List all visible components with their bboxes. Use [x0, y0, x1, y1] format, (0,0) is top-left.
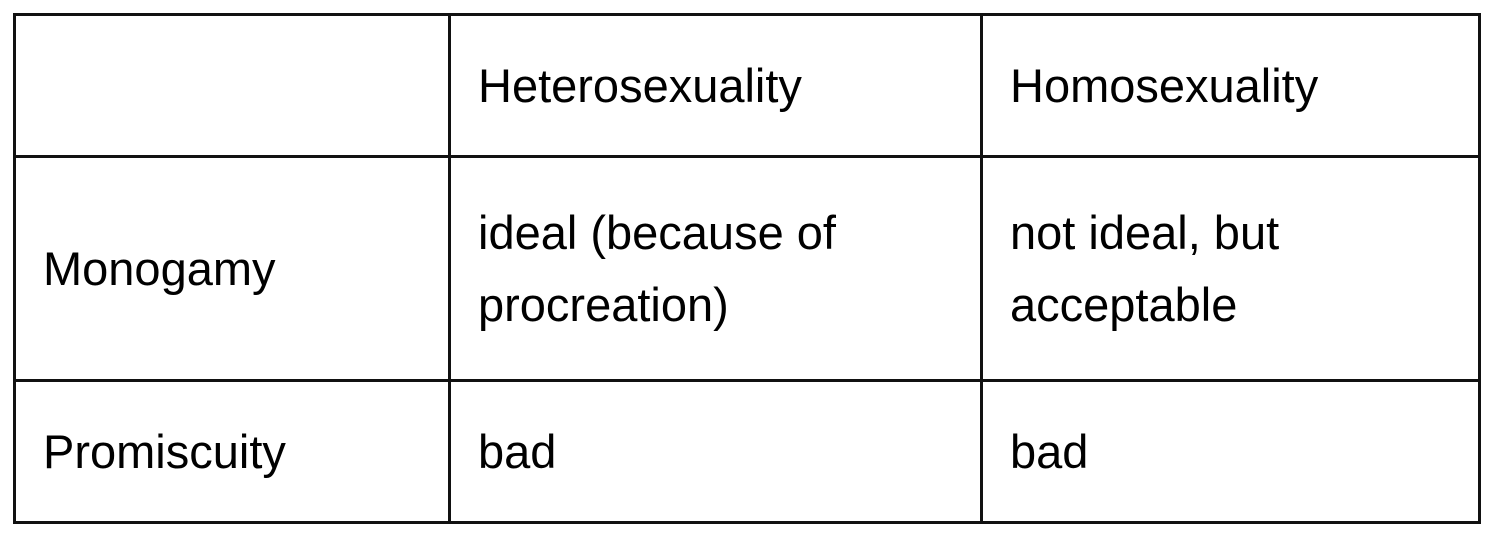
table-cell: not ideal, but acceptable [980, 155, 1481, 382]
comparison-table: Heterosexuality Homosexuality Monogamy idea… [13, 13, 1481, 524]
table-row: Promiscuity bad bad [13, 379, 1481, 524]
corner-cell [13, 13, 451, 158]
column-header: Heterosexuality [448, 13, 983, 158]
table-cell: bad [448, 379, 983, 524]
header-row: Heterosexuality Homosexuality [13, 13, 1481, 158]
row-header: Promiscuity [13, 379, 451, 524]
column-header: Homosexuality [980, 13, 1481, 158]
table-cell: bad [980, 379, 1481, 524]
table-body: Heterosexuality Homosexuality Monogamy idea… [13, 13, 1481, 524]
table-row: Monogamy ideal (because of procreation) no… [13, 155, 1481, 382]
table-cell: ideal (because of procreation) [448, 155, 983, 382]
row-header: Monogamy [13, 155, 451, 382]
